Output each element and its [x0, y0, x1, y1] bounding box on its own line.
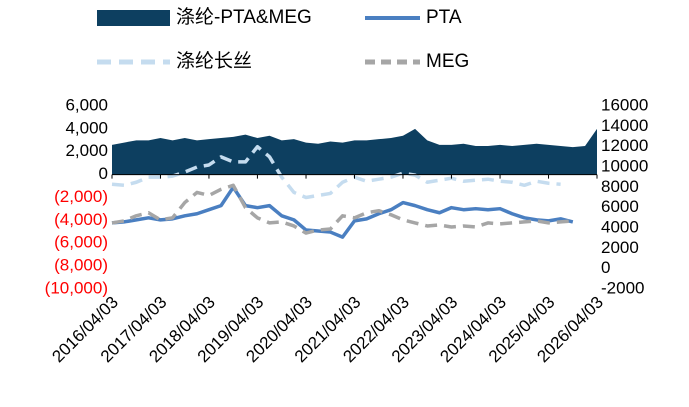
line	[111, 144, 561, 200]
line	[111, 183, 573, 235]
y2-tick-label: 16000	[601, 95, 648, 114]
line	[111, 185, 574, 239]
y-tick-label: (2,000)	[54, 187, 108, 206]
y-tick-label: (6,000)	[54, 233, 108, 252]
y2-tick-label: -2000	[601, 278, 644, 297]
y-tick-label: (10,000)	[45, 278, 108, 297]
y-tick-label: 6,000	[65, 95, 108, 114]
y2-tick-label: 10000	[601, 156, 648, 175]
legend-label: 涤纶长丝	[176, 50, 252, 72]
legend-label: MEG	[426, 51, 469, 72]
area	[112, 128, 597, 175]
y2-tick-label: 2000	[601, 238, 639, 257]
y-tick-label: 4,000	[65, 118, 108, 137]
legend-label: PTA	[426, 7, 462, 28]
y2-tick-label: 6000	[601, 197, 639, 216]
y-tick-label: 0	[99, 164, 108, 183]
y2-tick-label: 0	[601, 258, 610, 277]
y2-tick-label: 8000	[601, 177, 639, 196]
y2-tick-label: 4000	[601, 217, 639, 236]
y2-tick-label: 12000	[601, 136, 648, 155]
y-tick-label: (4,000)	[54, 210, 108, 229]
legend-label: 涤纶-PTA&MEG	[176, 6, 312, 28]
legend-swatch	[97, 10, 170, 26]
y2-tick-label: 14000	[601, 116, 648, 135]
y-tick-label: 2,000	[65, 141, 108, 160]
y-tick-label: (8,000)	[54, 256, 108, 275]
